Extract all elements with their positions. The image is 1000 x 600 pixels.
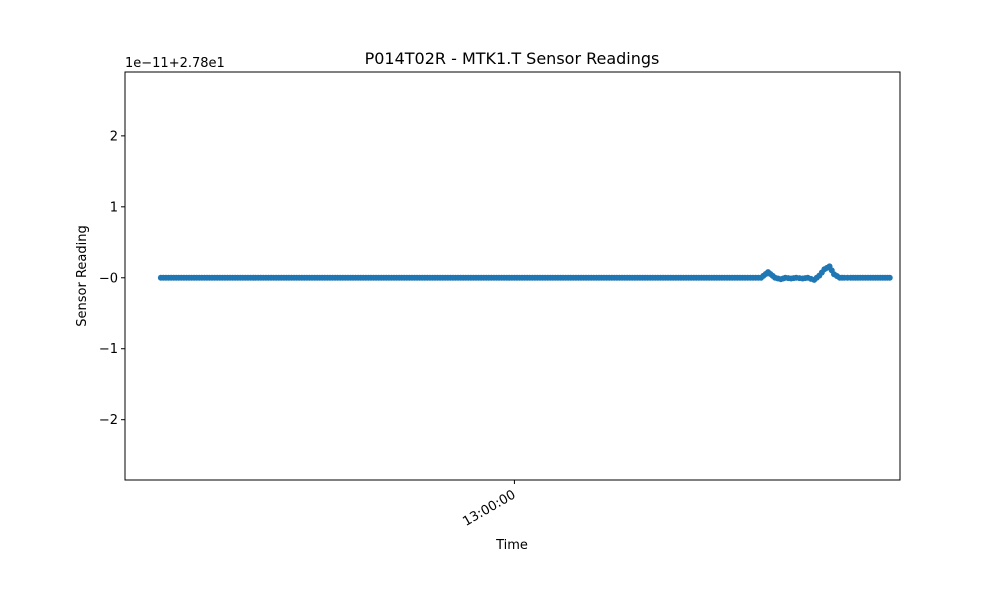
x-axis: 13:00:00 xyxy=(460,480,518,530)
series-layer xyxy=(157,263,893,283)
y-offset-label: 1e−11+2.78e1 xyxy=(125,56,225,71)
x-tick-label: 13:00:00 xyxy=(460,487,518,529)
y-tick-label: 1 xyxy=(110,200,118,215)
y-tick-label: −1 xyxy=(99,342,118,357)
chart-title: P014T02R - MTK1.T Sensor Readings xyxy=(365,49,660,68)
data-point xyxy=(886,274,893,281)
y-tick-label: 2 xyxy=(110,129,118,144)
y-axis-label: Sensor Reading xyxy=(75,225,90,326)
x-axis-label: Time xyxy=(495,538,528,553)
y-tick-label: −0 xyxy=(99,271,118,286)
y-axis: 2 1 −0 −1 −2 xyxy=(99,129,125,428)
y-tick-label: −2 xyxy=(99,413,118,428)
